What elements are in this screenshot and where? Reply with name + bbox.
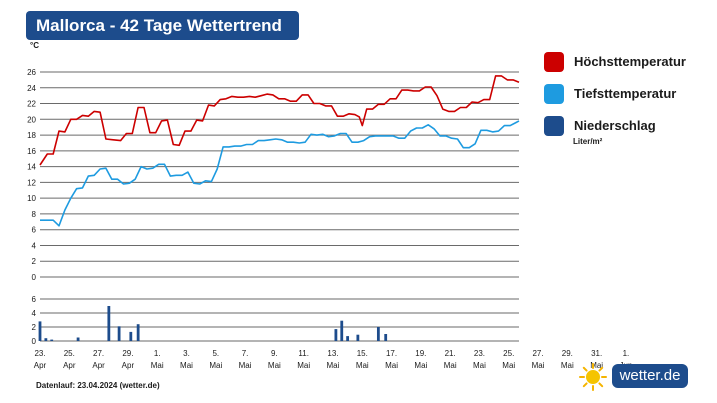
temp-tick-label: 20 [27,115,36,124]
series-line-min [40,120,520,227]
x-tick-month: Mai [180,361,193,370]
precip-bar [384,334,388,341]
x-tick-month: Apr [63,361,76,370]
x-tick-day: 11. [298,349,309,358]
precip-bar [107,306,111,341]
x-tick-month: Mai [444,361,457,370]
x-tick-day: 25. [64,349,75,358]
x-tick-day: 17. [386,349,397,358]
temp-tick-label: 22 [27,100,36,109]
x-tick-day: 19. [415,349,426,358]
temp-tick-label: 4 [32,241,37,250]
x-tick-month: Mai [268,361,281,370]
series-line-max [39,75,520,166]
temp-tick-label: 26 [27,68,36,77]
temp-tick-label: 0 [32,273,37,282]
temp-tick-label: 14 [27,163,36,172]
x-tick-day: 7. [242,349,249,358]
precip-bar [50,339,54,341]
legend-precip-swatch [544,116,564,136]
x-tick-day: 23. [474,349,485,358]
x-tick-month: Mai [414,361,427,370]
x-tick-month: Apr [34,361,47,370]
precip-bar [136,324,140,341]
temp-tick-label: 24 [27,84,36,93]
precip-bar [117,326,121,341]
legend-precip-unit: Liter/m² [573,137,603,146]
precip-tick-label: 0 [32,337,37,346]
x-tick-month: Mai [590,361,603,370]
precip-bar [376,327,380,341]
precip-tick-label: 2 [32,323,37,332]
x-tick-day: 25. [503,349,514,358]
x-tick-month: Mai [151,361,164,370]
x-tick-month: Mai [561,361,574,370]
x-tick-day: 15. [357,349,368,358]
x-tick-day: 23. [34,349,45,358]
legend-max-label: Höchsttemperatur [574,54,686,69]
temp-tick-label: 8 [32,210,37,219]
x-tick-day: 21. [445,349,456,358]
x-tick-day: 13. [327,349,338,358]
temp-tick-label: 18 [27,131,36,140]
x-tick-month: Mai [297,361,310,370]
precip-bar [340,320,344,341]
x-tick-month: Apr [122,361,135,370]
temp-tick-label: 2 [32,257,37,266]
legend-precip-label: Niederschlag [574,118,656,133]
x-tick-month: Mai [327,361,340,370]
precip-bar [38,321,42,341]
x-tick-month: Mai [532,361,545,370]
chart-title: Mallorca - 42 Tage Wettertrend [26,11,299,40]
x-tick-day: 1. [623,349,630,358]
precip-bar [356,334,360,341]
sun-icon [579,363,607,391]
precip-bar [334,329,338,341]
data-run-note: Datenlauf: 23.04.2024 (wetter.de) [36,381,160,390]
x-tick-month: Mai [473,361,486,370]
precip-tick-label: 4 [32,309,37,318]
x-tick-month: Mai [502,361,515,370]
temp-tick-label: 16 [27,147,36,156]
legend-max-swatch [544,52,564,72]
legend-min-label: Tiefsttemperatur [574,86,677,101]
x-tick-day: 5. [212,349,219,358]
x-tick-day: 9. [271,349,278,358]
brand-logo: wetter.de [612,364,688,388]
precip-bar [129,331,133,341]
x-tick-day: 29. [562,349,573,358]
precip-tick-label: 6 [32,295,37,304]
y-axis-unit: °C [30,41,39,50]
x-tick-day: 29. [122,349,133,358]
temp-tick-label: 12 [27,178,36,187]
x-tick-month: Mai [385,361,398,370]
precip-bar [76,337,80,341]
legend-min-swatch [544,84,564,104]
x-tick-day: 31. [591,349,602,358]
precip-bar [44,338,48,341]
x-tick-month: Apr [92,361,105,370]
temp-tick-label: 10 [27,194,36,203]
x-tick-day: 27. [93,349,104,358]
x-tick-month: Mai [209,361,222,370]
temp-tick-label: 6 [32,226,37,235]
precip-bar [346,336,350,341]
x-tick-day: 3. [183,349,190,358]
x-tick-month: Mai [239,361,252,370]
x-tick-day: 27. [532,349,543,358]
x-tick-month: Mai [356,361,369,370]
x-tick-day: 1. [154,349,161,358]
